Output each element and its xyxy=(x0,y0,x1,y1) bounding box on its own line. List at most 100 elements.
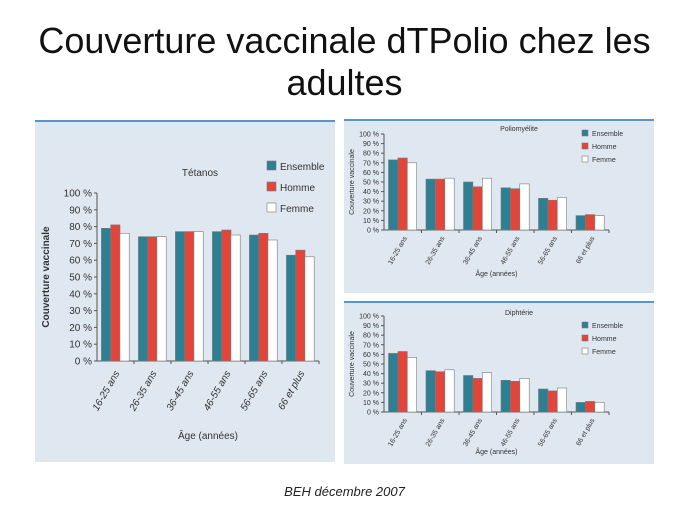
y-tick-label: 40 % xyxy=(363,371,379,378)
bar-ensemble xyxy=(425,370,436,413)
legend-swatch-ensemble xyxy=(581,129,589,137)
bar-homme xyxy=(184,231,195,362)
legend-swatch-ensemble xyxy=(266,160,277,171)
legend-label-homme: Homme xyxy=(592,336,617,343)
x-tick-label: 36-45 ans xyxy=(165,369,197,413)
diphterie-chart-panel: Diphtérie 0 % 10 % 20 % 30 % 40 % 50 % 60 % 70 %… xyxy=(344,301,654,464)
y-tick-label: 30 % xyxy=(69,306,92,317)
y-tick-label: 40 % xyxy=(363,189,379,196)
y-tick-label: 80 % xyxy=(363,151,379,158)
bar-ensemble xyxy=(500,380,511,413)
bar-ensemble xyxy=(175,231,185,362)
y-tick-label: 80 % xyxy=(69,222,92,233)
x-tick-label: 16-25 ans xyxy=(387,417,409,448)
y-tick-label: 100 % xyxy=(359,131,379,138)
bar-homme xyxy=(221,229,232,362)
bar-femme xyxy=(444,369,455,413)
bar-homme xyxy=(435,371,446,413)
tetanos-x-axis-label: Âge (années) xyxy=(178,429,238,442)
bar-homme xyxy=(585,401,596,413)
bar-femme xyxy=(482,177,493,231)
diphterie-chart-title: Diphtérie xyxy=(505,310,533,317)
y-tick-label: 20 % xyxy=(363,390,379,397)
source-caption: BEH décembre 2007 xyxy=(284,484,405,499)
y-tick-label: 50 % xyxy=(363,179,379,186)
bar-homme xyxy=(547,390,558,413)
bar-homme xyxy=(147,236,158,362)
diphterie-x-axis-label: Âge (années) xyxy=(475,447,517,456)
y-tick-label: 60 % xyxy=(69,256,92,267)
slide-title: Couverture vaccinale dTPolio chez les ad… xyxy=(38,20,651,103)
bar-ensemble xyxy=(575,402,586,413)
bar-femme xyxy=(267,239,278,362)
y-tick-label: 90 % xyxy=(363,323,379,330)
bar-ensemble xyxy=(212,231,222,362)
bar-femme xyxy=(557,387,568,413)
tetanos-chart: Tétanos 0 % 10 % 20 % 30 % 40 % 50 % 60 % 70 % 80… xyxy=(41,160,325,442)
y-tick-label: 70 % xyxy=(363,160,379,167)
y-tick-label: 70 % xyxy=(69,239,92,250)
x-tick-label: 66 et plus xyxy=(575,417,596,447)
bar-homme xyxy=(295,249,306,362)
bar-femme xyxy=(519,183,530,231)
x-tick-label: 16-25 ans xyxy=(91,369,123,413)
y-tick-label: 40 % xyxy=(69,289,92,300)
legend-label-ensemble: Ensemble xyxy=(592,323,623,330)
diphterie-chart: Diphtérie 0 % 10 % 20 % 30 % 40 % 50 % 60 % 70 %… xyxy=(349,310,623,456)
x-tick-label: 16-25 ans xyxy=(387,235,409,266)
bar-femme xyxy=(444,177,455,231)
bar-femme xyxy=(304,256,315,362)
x-tick-label: 46-55 ans xyxy=(202,369,234,413)
tetanos-chart-title: Tétanos xyxy=(182,168,218,179)
bar-ensemble xyxy=(138,236,149,362)
legend-swatch-femme xyxy=(266,202,277,213)
legend-swatch-homme xyxy=(581,142,589,150)
legend-label-ensemble: Ensemble xyxy=(592,131,623,138)
bar-femme xyxy=(406,356,417,413)
y-tick-label: 20 % xyxy=(363,208,379,215)
x-tick-label: 66 et plus xyxy=(276,369,307,412)
y-tick-label: 70 % xyxy=(363,342,379,349)
bar-ensemble xyxy=(388,159,399,231)
y-tick-label: 100 % xyxy=(359,313,379,320)
bar-homme xyxy=(547,199,558,231)
y-tick-label: 0 % xyxy=(367,409,379,416)
y-tick-label: 90 % xyxy=(363,141,379,148)
y-tick-label: 30 % xyxy=(363,199,379,206)
polio-x-axis-label: Âge (années) xyxy=(475,269,517,278)
x-tick-label: 56-65 ans xyxy=(537,235,559,266)
y-tick-label: 60 % xyxy=(363,170,379,177)
polio-y-axis-label: Couverture vaccinale xyxy=(349,149,356,215)
bar-homme xyxy=(472,378,483,413)
bar-homme xyxy=(510,381,521,413)
y-tick-label: 100 % xyxy=(64,189,92,200)
x-tick-label: 26-35 ans xyxy=(425,417,447,448)
bar-homme xyxy=(258,233,269,362)
x-tick-label: 66 et plus xyxy=(575,235,596,265)
polio-chart-title: Poliomyélite xyxy=(500,126,538,133)
bar-ensemble xyxy=(425,178,436,231)
legend-swatch-femme xyxy=(581,347,589,355)
bar-femme xyxy=(193,231,204,362)
legend-label-femme: Femme xyxy=(592,157,616,164)
y-tick-label: 80 % xyxy=(363,333,379,340)
bar-ensemble xyxy=(575,215,586,231)
x-tick-label: 56-65 ans xyxy=(239,369,271,413)
tetanos-y-axis-label: Couverture vaccinale xyxy=(41,226,52,328)
bar-femme xyxy=(406,162,417,231)
bar-ensemble xyxy=(463,181,474,231)
bar-homme xyxy=(472,186,483,231)
legend-swatch-homme xyxy=(266,181,277,192)
y-tick-label: 50 % xyxy=(363,361,379,368)
bar-homme xyxy=(435,178,446,231)
polio-chart-panel: Poliomyélite 0 % 10 % 20 % 30 % 40 % 50 % 60 % 7… xyxy=(344,119,654,293)
x-tick-label: 46-55 ans xyxy=(500,235,522,266)
bar-homme xyxy=(397,351,408,413)
bar-femme xyxy=(594,402,605,413)
bar-ensemble xyxy=(500,187,511,231)
bar-femme xyxy=(519,378,530,413)
bar-femme xyxy=(594,215,605,231)
bar-homme xyxy=(510,188,521,231)
bar-homme xyxy=(585,214,596,231)
bar-homme xyxy=(397,157,408,231)
